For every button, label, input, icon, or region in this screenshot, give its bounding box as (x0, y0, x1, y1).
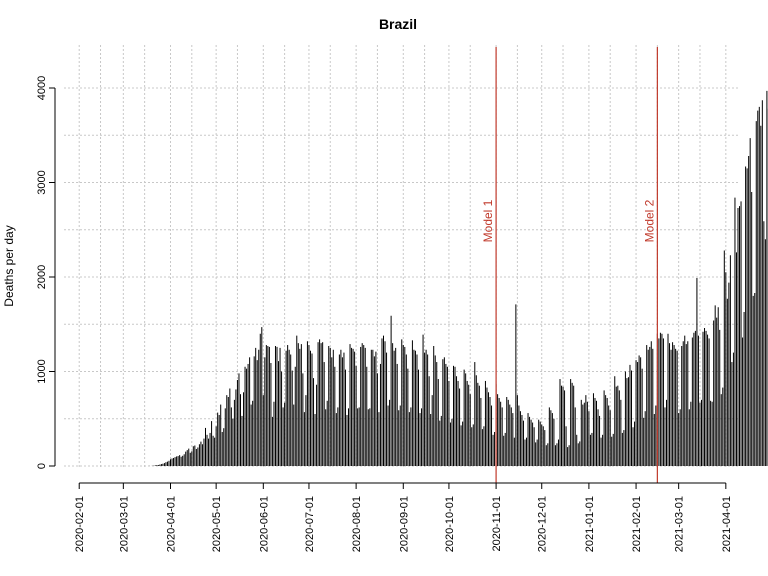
x-tick-label: 2020-02-01 (74, 496, 86, 552)
x-tick-label: 2020-10-01 (444, 496, 456, 552)
y-axis-label: Deaths per day (2, 225, 16, 306)
x-tick-label: 2020-07-01 (304, 496, 316, 552)
y-tick-label: 1000 (36, 359, 48, 383)
grid-layer (64, 45, 738, 468)
x-tick-label: 2021-02-01 (631, 496, 643, 552)
model-layer: Model 1 Model 2 (481, 47, 658, 483)
bars-layer (148, 90, 768, 466)
x-tick-label: 2021-04-01 (721, 496, 733, 552)
x-tick-label: 2020-08-01 (351, 496, 363, 552)
y-tick-label: 4000 (36, 76, 48, 100)
x-tick-label: 2020-05-01 (211, 496, 223, 552)
x-tick-label: 2020-11-01 (491, 496, 503, 551)
x-tick-label: 2020-12-01 (537, 496, 549, 552)
axis-layer: 0 1000 2000 3000 4000 2020-02-01 2020-03-01 202… (36, 76, 733, 553)
y-tick-label: 3000 (36, 170, 48, 194)
x-tick-label: 2020-06-01 (258, 496, 270, 552)
y-tick-label: 2000 (36, 265, 48, 289)
x-tick-label: 2020-09-01 (398, 496, 410, 552)
x-tick-label: 2021-03-01 (674, 496, 686, 552)
model-label: Model 2 (642, 199, 656, 242)
model-label: Model 1 (481, 199, 495, 242)
x-tick-label: 2020-04-01 (166, 496, 178, 552)
y-tick-label: 0 (36, 463, 48, 469)
x-tick-label: 2020-03-01 (118, 496, 130, 552)
x-tick-label: 2021-01-01 (584, 496, 596, 552)
chart-title: Brazil (379, 16, 417, 32)
